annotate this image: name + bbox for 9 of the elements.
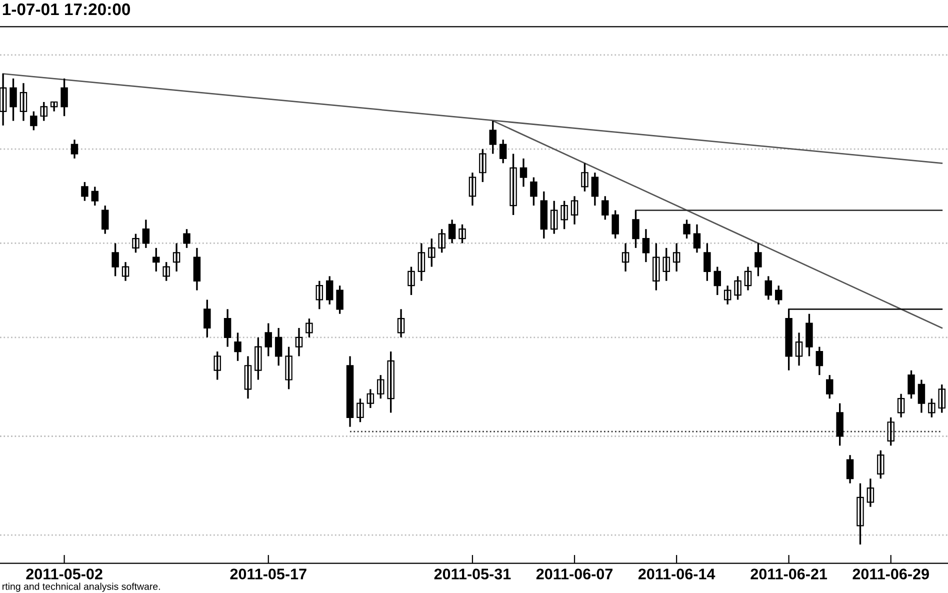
x-tick-label: 2011-05-02 [26, 568, 102, 580]
x-tick-label: 2011-06-14 [638, 568, 716, 580]
chart-title: 1-07-01 17:20:00 [2, 3, 130, 16]
x-tick-label: 2011-06-07 [536, 568, 612, 580]
x-tick-label: 2011-06-29 [852, 568, 929, 580]
text: rting and technical analysis software. [2, 582, 160, 592]
x-tick-label: 2011-05-31 [434, 568, 511, 580]
x-tick-label: 2011-05-17 [230, 568, 306, 580]
x-tick-label: 2011-06-21 [750, 568, 828, 580]
